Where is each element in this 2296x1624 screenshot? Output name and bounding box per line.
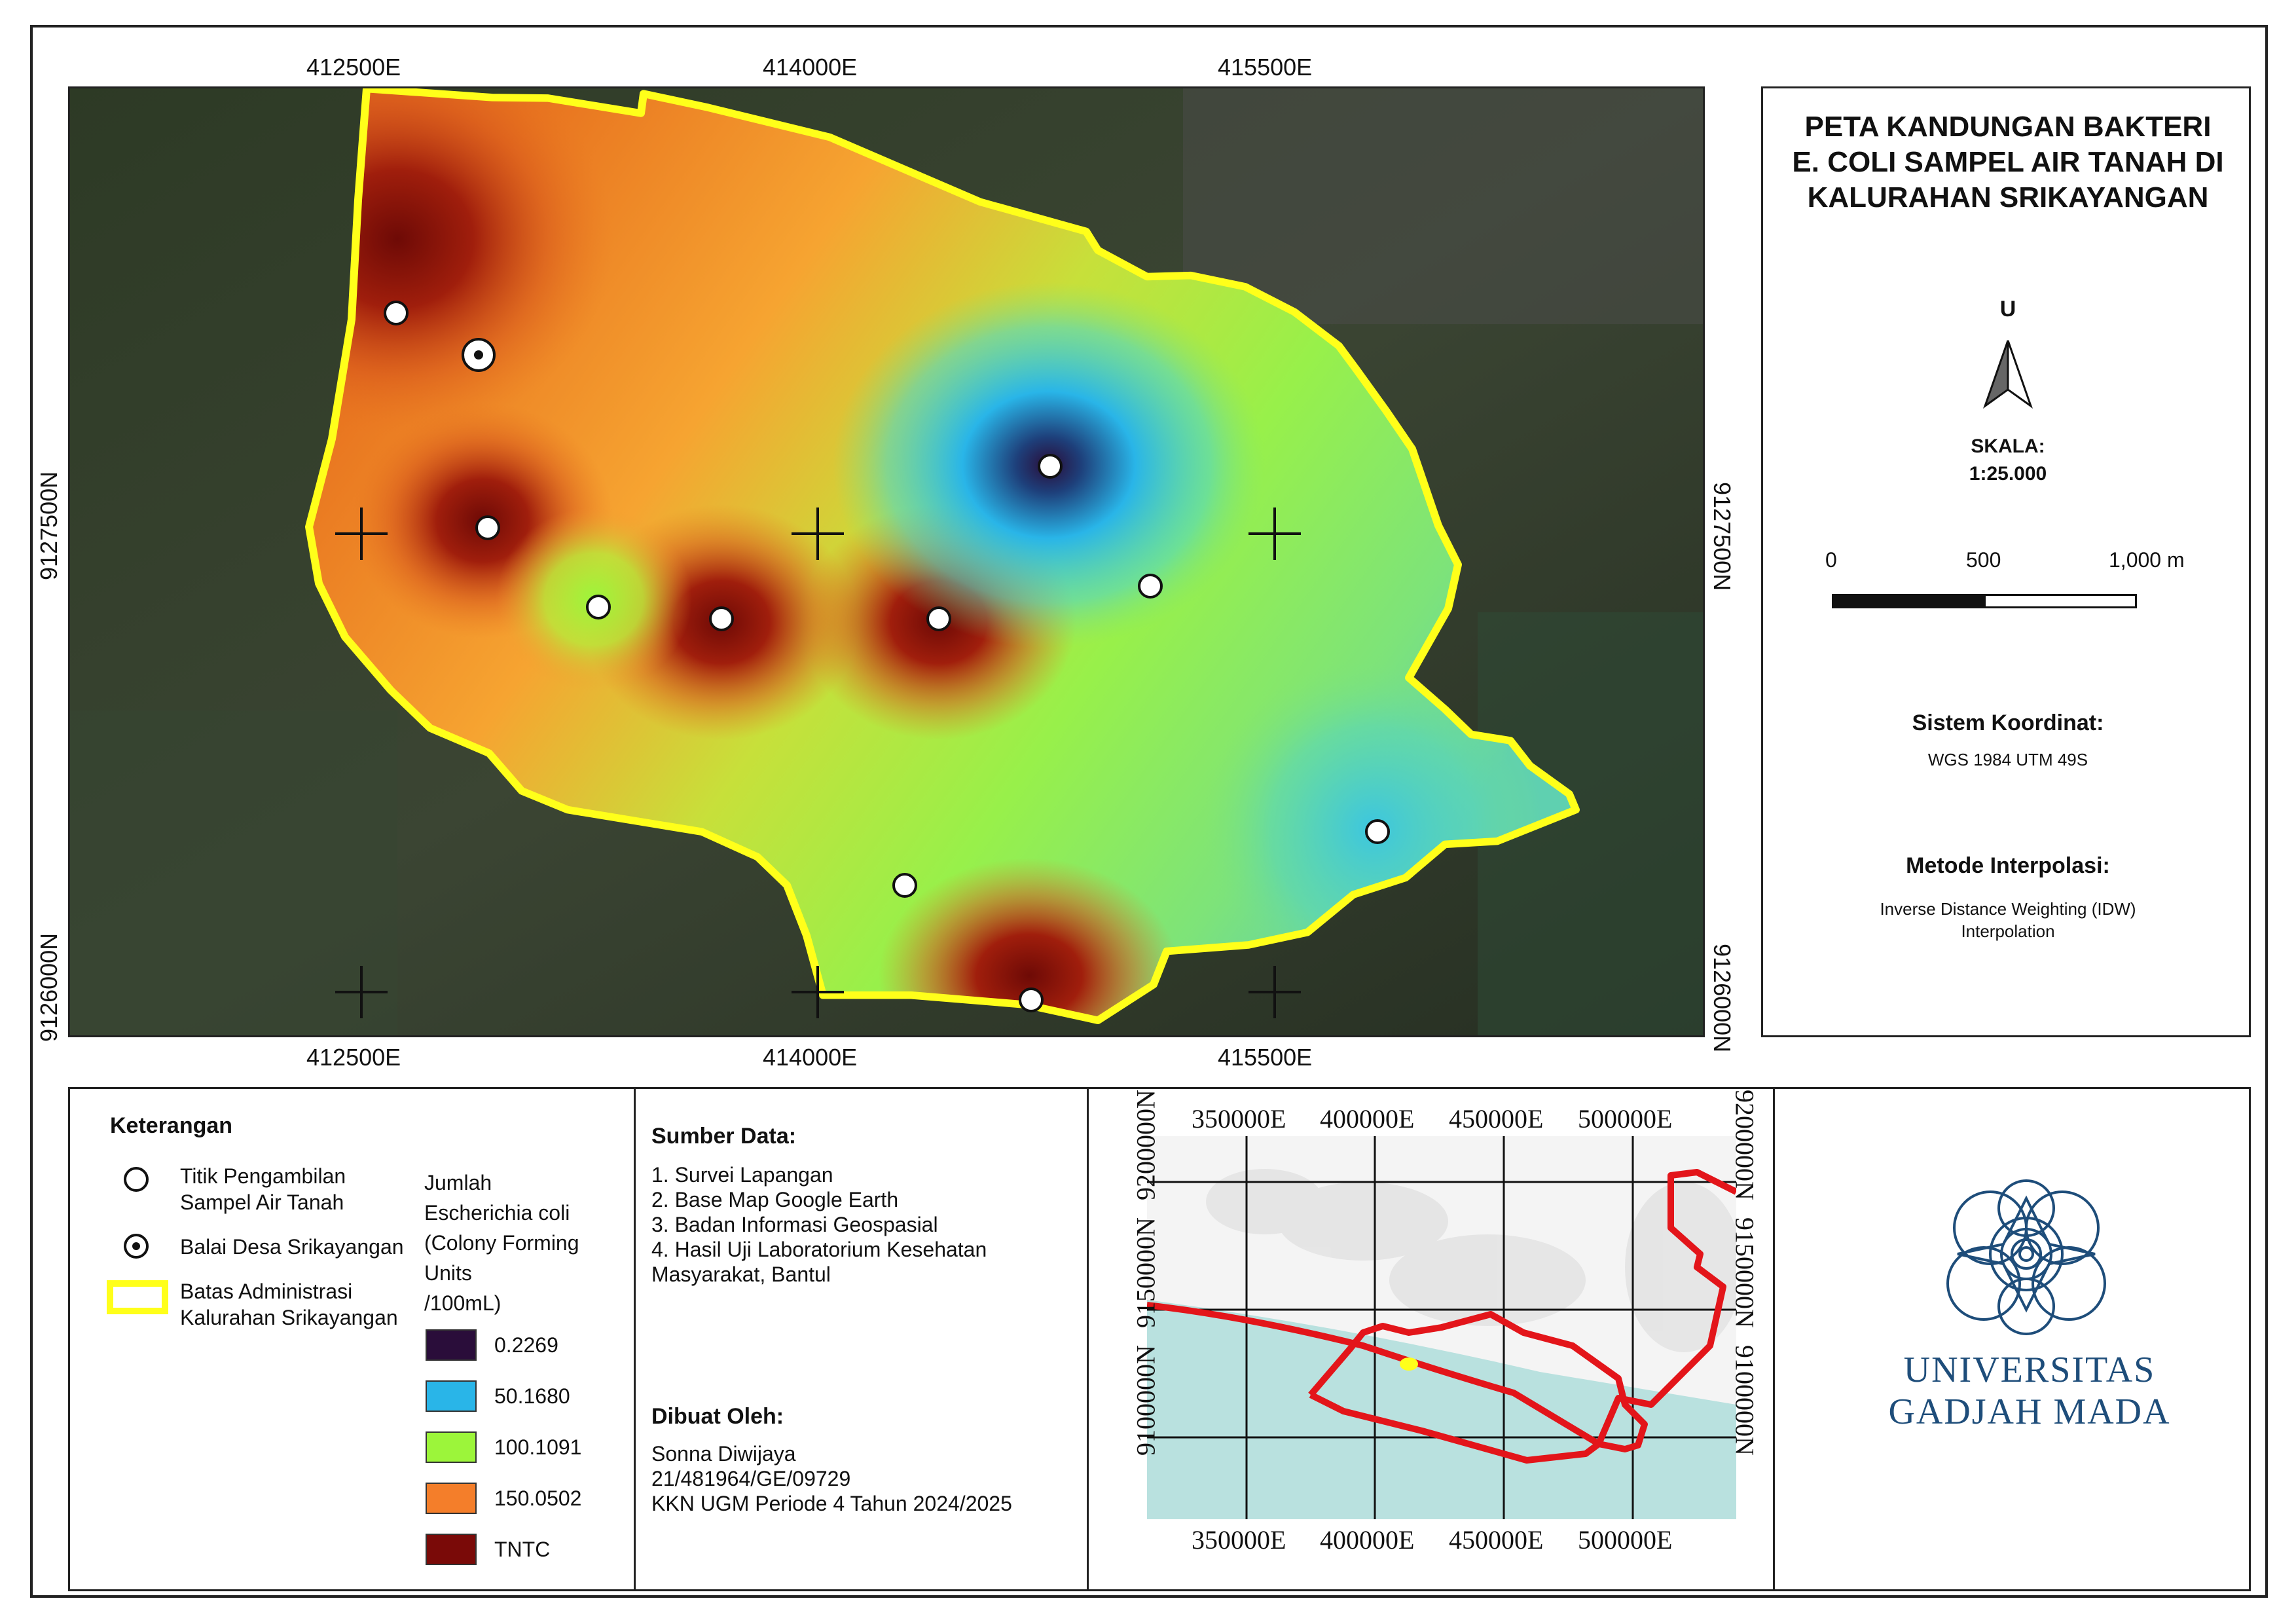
panel-divider — [1773, 1087, 1775, 1591]
inset-x-label: 450000E — [1449, 1104, 1544, 1134]
class-swatch — [426, 1431, 477, 1463]
sample-point-symbol — [124, 1167, 149, 1192]
panel-divider — [634, 1087, 636, 1591]
made-by-heading: Dibuat Oleh: — [651, 1404, 784, 1429]
inset-x-label: 500000E — [1578, 1525, 1673, 1555]
boundary-legend-label: Kalurahan Srikayangan — [180, 1306, 398, 1329]
method-value: Inverse Distance Weighting (IDW) — [1880, 899, 2136, 919]
boundary-legend-label: Batas Administrasi — [180, 1280, 353, 1303]
sample-point — [709, 606, 734, 631]
inset-x-label: 350000E — [1192, 1104, 1286, 1134]
inset-y-label: 9100000N — [1730, 1345, 1760, 1456]
inset-x-label: 500000E — [1578, 1104, 1673, 1134]
university-name-line1: UNIVERSITAS — [1903, 1350, 2156, 1390]
grid-crosses — [335, 507, 1301, 1018]
sample-point — [1038, 454, 1063, 479]
balai-desa-symbol — [124, 1234, 149, 1259]
right-y-label: 9127500N — [1709, 482, 1736, 591]
inset-x-label: 450000E — [1449, 1525, 1544, 1555]
class-swatch — [426, 1534, 477, 1565]
class-label: 50.1680 — [494, 1384, 570, 1408]
bottom-x-label: 414000E — [763, 1044, 858, 1071]
source-item: 2. Base Map Google Earth — [651, 1188, 899, 1211]
sample-point — [384, 301, 409, 325]
scalebar-label: 1,000 m — [2109, 548, 2185, 572]
inset-map — [1147, 1136, 1736, 1519]
bottom-x-label: 412500E — [306, 1044, 401, 1071]
source-item: 4. Hasil Uji Laboratorium Kesehatan — [651, 1238, 987, 1261]
top-x-label: 414000E — [763, 54, 858, 81]
panel-divider — [1087, 1087, 1089, 1591]
north-arrow-icon — [1983, 340, 2033, 409]
scalebar-label: 0 — [1825, 548, 1837, 572]
sample-point — [892, 873, 917, 898]
boundary-outline — [305, 88, 1580, 1024]
ramp-title: (Colony Forming — [424, 1231, 579, 1255]
info-panel: PETA KANDUNGAN BAKTERI E. COLI SAMPEL AI… — [1761, 86, 2251, 1037]
source-item: 1. Survei Lapangan — [651, 1163, 833, 1187]
inset-y-label: 9150000N — [1730, 1217, 1760, 1328]
class-swatch — [426, 1380, 477, 1412]
inset-y-label: 9200000N — [1131, 1090, 1161, 1200]
left-y-label: 9126000N — [35, 932, 62, 1042]
balai-desa-point — [462, 338, 496, 372]
boundary-symbol — [107, 1280, 168, 1314]
sample-legend-label: Sampel Air Tanah — [180, 1190, 344, 1214]
method-value: Interpolation — [1961, 921, 2055, 941]
crs-heading: Sistem Koordinat: — [1912, 710, 2104, 735]
class-swatch — [426, 1483, 477, 1514]
sample-point — [586, 595, 611, 619]
sample-point — [1138, 574, 1163, 599]
scalebar-label: 500 — [1966, 548, 2001, 572]
sample-point — [926, 606, 951, 631]
top-x-label: 415500E — [1218, 54, 1313, 81]
main-map-svg — [70, 88, 1703, 1035]
class-label: 100.1091 — [494, 1435, 582, 1459]
map-title: PETA KANDUNGAN BAKTERI E. COLI SAMPEL AI… — [1792, 111, 2224, 213]
right-y-label: 9126000N — [1709, 944, 1736, 1053]
study-area-marker — [1400, 1357, 1418, 1371]
source-item: 3. Badan Informasi Geospasial — [651, 1213, 938, 1236]
sample-legend-label: Titik Pengambilan — [180, 1164, 346, 1188]
class-label: 0.2269 — [494, 1333, 558, 1357]
north-label: U — [1999, 297, 2016, 322]
inset-x-label: 400000E — [1320, 1525, 1415, 1555]
scale-heading: SKALA: — [1971, 435, 2045, 457]
method-heading: Metode Interpolasi: — [1906, 853, 2110, 878]
made-by-line: Sonna Diwijaya — [651, 1442, 796, 1466]
sample-point — [1019, 987, 1044, 1012]
inset-x-label: 350000E — [1192, 1525, 1286, 1555]
bottom-panel — [68, 1087, 2251, 1591]
ramp-title: Units — [424, 1261, 472, 1285]
class-swatch — [426, 1329, 477, 1361]
crs-value: WGS 1984 UTM 49S — [1927, 750, 2088, 769]
main-map — [68, 86, 1705, 1037]
inset-y-label: 9100000N — [1131, 1345, 1161, 1456]
legend-heading: Keterangan — [110, 1113, 233, 1138]
top-x-label: 412500E — [306, 54, 401, 81]
ramp-title: /100mL) — [424, 1291, 501, 1315]
inset-x-label: 400000E — [1320, 1104, 1415, 1134]
made-by-line: KKN UGM Periode 4 Tahun 2024/2025 — [651, 1492, 1012, 1515]
ramp-title: Jumlah — [424, 1171, 492, 1194]
bottom-x-label: 415500E — [1218, 1044, 1313, 1071]
source-item: Masyarakat, Bantul — [651, 1263, 831, 1286]
left-y-label: 9127500N — [35, 471, 62, 580]
made-by-line: 21/481964/GE/09729 — [651, 1467, 851, 1490]
ugm-emblem-icon — [1946, 1179, 2106, 1335]
class-label: TNTC — [494, 1538, 551, 1561]
scalebar — [1832, 594, 2137, 608]
ramp-title: Escherichia coli — [424, 1201, 570, 1225]
university-name-line2: GADJAH MADA — [1888, 1392, 2171, 1432]
class-label: 150.0502 — [494, 1486, 582, 1510]
sample-point — [1365, 819, 1390, 844]
scale-value: 1:25.000 — [1969, 463, 2047, 485]
sample-points — [384, 301, 1390, 1012]
balai-legend-label: Balai Desa Srikayangan — [180, 1235, 404, 1259]
inset-y-label: 9150000N — [1131, 1217, 1161, 1328]
sources-heading: Sumber Data: — [651, 1124, 797, 1149]
sample-point — [475, 515, 500, 540]
inset-y-label: 9200000N — [1730, 1090, 1760, 1200]
outer-frame — [30, 25, 2268, 1598]
